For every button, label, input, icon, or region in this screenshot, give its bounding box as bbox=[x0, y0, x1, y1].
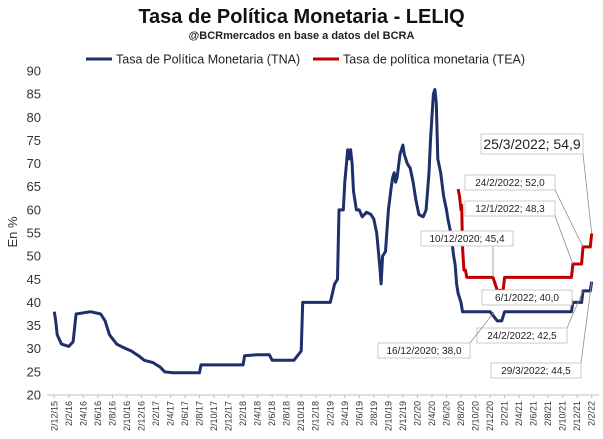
x-tick-label: 2/10/19 bbox=[383, 401, 393, 431]
y-tick-label: 55 bbox=[27, 226, 41, 241]
legend-label-tea: Tasa de política monetaria (TEA) bbox=[343, 53, 525, 67]
x-tick-label: 2/8/21 bbox=[543, 401, 553, 426]
y-tick-label: 90 bbox=[27, 64, 41, 79]
x-tick-label: 2/8/17 bbox=[195, 401, 205, 426]
svg-text:6/1/2022; 40,0: 6/1/2022; 40,0 bbox=[495, 293, 559, 304]
x-tick-label: 2/12/20 bbox=[485, 401, 495, 431]
data-label: 24/2/2022; 52,0 bbox=[464, 174, 584, 248]
x-tick-label: 2/2/17 bbox=[151, 401, 161, 426]
y-tick-label: 40 bbox=[27, 295, 41, 310]
data-label: 6/1/2022; 40,0 bbox=[481, 289, 574, 306]
x-tick-label: 2/10/20 bbox=[471, 401, 481, 431]
x-tick-label: 2/12/17 bbox=[224, 401, 234, 431]
y-tick-label: 25 bbox=[27, 364, 41, 379]
x-tick-label: 2/2/21 bbox=[500, 401, 510, 426]
data-label: 25/3/2022; 54,9 bbox=[480, 133, 593, 234]
data-label: 12/1/2022; 48,3 bbox=[464, 200, 574, 265]
x-tick-label: 2/10/18 bbox=[296, 401, 306, 431]
x-tick-label: 2/12/15 bbox=[49, 401, 59, 431]
x-tick-label: 2/4/21 bbox=[514, 401, 524, 426]
y-tick-label: 65 bbox=[27, 179, 41, 194]
x-tick-label: 2/12/18 bbox=[311, 401, 321, 431]
legend-label-tna: Tasa de Política Monetaria (TNA) bbox=[116, 53, 300, 67]
y-tick-label: 20 bbox=[27, 388, 41, 403]
y-tick-label: 45 bbox=[27, 272, 41, 287]
x-tick-label: 2/12/16 bbox=[136, 401, 146, 431]
x-tick-label: 2/8/20 bbox=[456, 401, 466, 426]
y-tick-label: 75 bbox=[27, 133, 41, 148]
x-tick-label: 2/6/16 bbox=[93, 401, 103, 426]
x-tick-label: 2/2/20 bbox=[412, 401, 422, 426]
x-tick-label: 2/4/19 bbox=[340, 401, 350, 426]
x-tick-label: 2/8/16 bbox=[107, 401, 117, 426]
x-tick-label: 2/6/18 bbox=[267, 401, 277, 426]
x-axis-ticks: 2/12/15 2/2/16 2/4/16 2/6/16 2/8/16 2/10/16 2/… bbox=[49, 395, 597, 431]
x-tick-label: 2/8/18 bbox=[282, 401, 292, 426]
x-tick-label: 2/2/16 bbox=[64, 401, 74, 426]
x-tick-label: 2/2/22 bbox=[587, 401, 597, 426]
svg-text:24/2/2022; 42,5: 24/2/2022; 42,5 bbox=[487, 331, 557, 342]
x-tick-label: 2/10/21 bbox=[558, 401, 568, 431]
y-axis-ticks: 20 25 30 35 40 45 50 55 60 65 70 75 80 85 90 bbox=[27, 64, 41, 403]
legend: Tasa de Política Monetaria (TNA) Tasa de… bbox=[86, 53, 525, 67]
svg-text:16/12/2020; 38,0: 16/12/2020; 38,0 bbox=[386, 346, 462, 357]
chart-title: Tasa de Política Monetaria - LELIQ bbox=[138, 6, 465, 28]
y-tick-label: 85 bbox=[27, 87, 41, 102]
series-layer bbox=[52, 88, 594, 375]
y-tick-label: 60 bbox=[27, 202, 41, 217]
x-tick-label: 2/10/17 bbox=[209, 401, 219, 431]
chart-subtitle: @BCRmercados en base a datos del BCRA bbox=[188, 30, 415, 42]
y-axis-label: En % bbox=[5, 216, 20, 248]
x-tick-label: 2/12/21 bbox=[572, 401, 582, 431]
series-line-tea bbox=[456, 188, 594, 292]
y-tick-label: 50 bbox=[27, 249, 41, 264]
y-tick-label: 35 bbox=[27, 318, 41, 333]
svg-text:12/1/2022; 48,3: 12/1/2022; 48,3 bbox=[475, 204, 545, 215]
x-tick-label: 2/4/17 bbox=[165, 401, 175, 426]
y-tick-label: 30 bbox=[27, 341, 41, 356]
x-tick-label: 2/12/19 bbox=[398, 401, 408, 431]
x-tick-label: 2/4/16 bbox=[78, 401, 88, 426]
x-tick-label: 2/8/19 bbox=[369, 401, 379, 426]
y-tick-label: 70 bbox=[27, 156, 41, 171]
svg-text:10/12/2020; 45,4: 10/12/2020; 45,4 bbox=[429, 234, 505, 245]
data-label: 10/12/2020; 45,4 bbox=[420, 230, 514, 278]
x-tick-label: 2/2/18 bbox=[238, 401, 248, 426]
x-tick-label: 2/6/20 bbox=[441, 401, 451, 426]
x-tick-label: 2/10/16 bbox=[122, 401, 132, 431]
x-tick-label: 2/6/17 bbox=[180, 401, 190, 426]
data-label: 16/12/2020; 38,0 bbox=[377, 311, 495, 359]
x-tick-label: 2/4/20 bbox=[427, 401, 437, 426]
x-tick-label: 2/6/19 bbox=[354, 401, 364, 426]
svg-text:24/2/2022; 52,0: 24/2/2022; 52,0 bbox=[475, 178, 545, 189]
x-tick-label: 2/6/21 bbox=[529, 401, 539, 426]
y-tick-label: 80 bbox=[27, 110, 41, 125]
data-label: 24/2/2022; 42,5 bbox=[476, 290, 584, 344]
data-label: 29/3/2022; 44,5 bbox=[490, 281, 593, 379]
series-line-tna bbox=[52, 88, 594, 375]
x-tick-label: 2/4/18 bbox=[253, 401, 263, 426]
svg-text:29/3/2022; 44,5: 29/3/2022; 44,5 bbox=[501, 366, 571, 377]
annotations: 25/3/2022; 54,9 24/2/2022; 52,0 12/1/2022;… bbox=[377, 133, 593, 379]
x-tick-label: 2/2/19 bbox=[325, 401, 335, 426]
svg-text:25/3/2022; 54,9: 25/3/2022; 54,9 bbox=[483, 136, 581, 152]
